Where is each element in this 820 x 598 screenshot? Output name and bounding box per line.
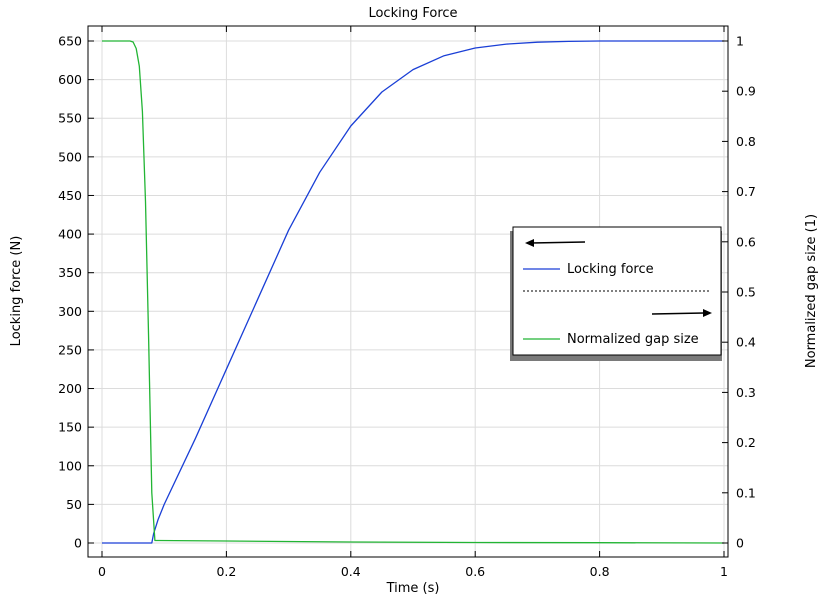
x-tick-label: 0.2 xyxy=(216,564,236,579)
y-left-tick-label: 350 xyxy=(58,265,82,280)
y-left-tick-label: 650 xyxy=(58,34,82,49)
series-layer xyxy=(102,40,725,544)
y-left-tick-label: 450 xyxy=(58,188,82,203)
legend-label-normalized-gap: Normalized gap size xyxy=(567,332,699,347)
y-left-tick-label: 600 xyxy=(58,72,82,87)
y-left-tick-label: 150 xyxy=(58,420,82,435)
legend-label-locking-force: Locking force xyxy=(567,262,654,277)
y-right-tick-label: 1 xyxy=(736,34,744,49)
y-axis-left: 0 50 100 150 200 250 300 350 400 450 500 550 600 650 xyxy=(58,34,94,551)
y-right-tick-label: 0.7 xyxy=(736,184,756,199)
x-tick-label: 0.4 xyxy=(341,564,361,579)
x-tick-label: 0.8 xyxy=(590,564,610,579)
y-right-tick-label: 0.6 xyxy=(736,234,756,249)
left-axis-arrow-icon xyxy=(525,239,586,247)
y-left-tick-label: 50 xyxy=(66,497,82,512)
y-left-tick-label: 500 xyxy=(58,149,82,164)
y-left-tick-label: 250 xyxy=(58,342,82,357)
right-axis-arrow-icon xyxy=(651,309,712,317)
x-axis-title: Time (s) xyxy=(386,581,440,596)
y-right-tick-label: 0.9 xyxy=(736,84,756,99)
y-left-tick-label: 100 xyxy=(58,458,82,473)
y-right-tick-label: 0.1 xyxy=(736,485,756,500)
chart-title: Locking Force xyxy=(368,6,457,21)
y-right-tick-label: 0.3 xyxy=(736,385,756,400)
series-line-locking-force xyxy=(102,40,724,544)
y-right-tick-label: 0.5 xyxy=(736,285,756,300)
y-right-tick-label: 0.4 xyxy=(736,335,756,350)
legend: Locking force Normalized gap size xyxy=(510,226,722,361)
y-left-tick-label: 200 xyxy=(58,381,82,396)
x-tick-label: 1 xyxy=(720,564,728,579)
y-right-tick-label: 0.2 xyxy=(736,435,756,450)
y-left-tick-label: 400 xyxy=(58,227,82,242)
x-tick-label: 0.6 xyxy=(465,564,485,579)
y-axis-left-title: Locking force (N) xyxy=(9,236,24,347)
series-line-normalized-gap-size xyxy=(102,40,725,544)
y-axis-right-title: Normalized gap size (1) xyxy=(804,214,819,368)
x-tick-label: 0 xyxy=(98,564,106,579)
y-right-tick-label: 0 xyxy=(736,536,744,551)
y-left-tick-label: 550 xyxy=(58,111,82,126)
x-axis: 0 0.2 0.4 0.6 0.8 1 xyxy=(98,26,728,579)
y-left-tick-label: 0 xyxy=(74,536,82,551)
y-left-tick-label: 300 xyxy=(58,304,82,319)
y-axis-right: 0 0.1 0.2 0.3 0.4 0.5 0.6 0.7 0.8 0.9 1 xyxy=(722,34,756,551)
y-right-tick-label: 0.8 xyxy=(736,134,756,149)
